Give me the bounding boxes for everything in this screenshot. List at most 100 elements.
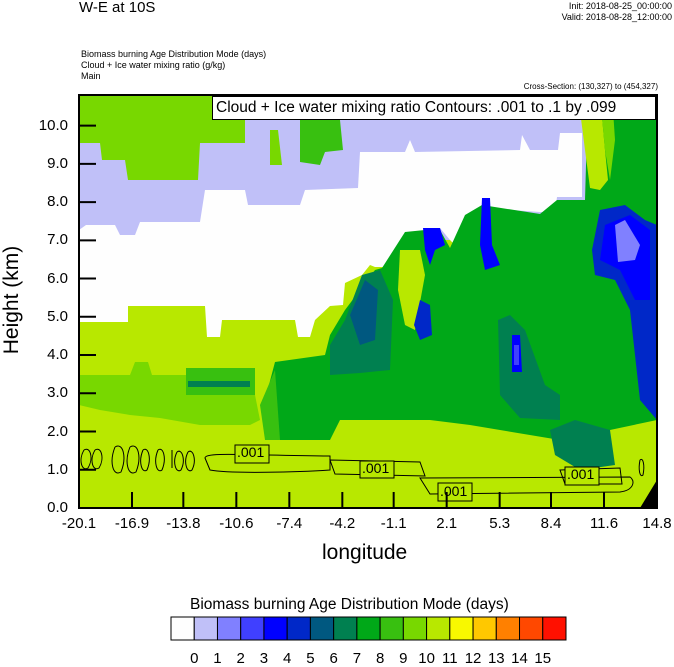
cross-section-label: Cross-Section: (130,327) to (454,327) — [523, 82, 658, 91]
y-tick-label: 8.0 — [47, 193, 68, 211]
field-lilac-right — [615, 220, 640, 262]
y-tick-label: 1.0 — [47, 460, 68, 478]
contour-line — [419, 476, 634, 495]
contour-label: .001 — [567, 466, 595, 482]
colorbar-label: 4 — [283, 650, 292, 667]
field-green-strip — [260, 370, 280, 440]
colorbar-label: 10 — [418, 650, 435, 667]
colorbar-label: 0 — [190, 650, 199, 667]
colorbar-box — [495, 616, 521, 641]
field-blue-streak2 — [480, 198, 500, 270]
x-axis-label: longitude — [322, 541, 408, 564]
field-blue-blob-core — [514, 345, 519, 365]
field-green-top-left — [79, 95, 245, 180]
x-tick-label: 5.3 — [489, 515, 511, 532]
colorbar-label: 11 — [442, 650, 458, 667]
subtitle-1: Biomass burning Age Distribution Mode (d… — [81, 49, 267, 59]
x-tick-label: 11.6 — [589, 515, 619, 532]
y-tick-label: 9.0 — [47, 154, 68, 172]
colorbar-label: 12 — [464, 650, 482, 667]
colorbar-box — [286, 616, 311, 641]
line-contours — [80, 444, 645, 502]
colorbar-box — [542, 616, 567, 641]
field-black-corner — [640, 480, 657, 508]
y-axis-label: Height (km) — [0, 245, 23, 355]
x-tick-label: 8.4 — [540, 515, 562, 532]
colorbar-box — [193, 616, 218, 641]
y-tick-label: 2.0 — [47, 422, 68, 440]
colorbar-label: 1 — [213, 650, 222, 667]
y-tick-label: 7.0 — [47, 231, 68, 249]
init-time: Init: 2018-08-25_00:00:00 — [568, 1, 672, 11]
y-tick-label: 0.0 — [47, 499, 68, 516]
colorbar-box — [263, 616, 288, 641]
x-tick-label: -13.8 — [166, 515, 201, 532]
y-tick-label: 10.0 — [38, 116, 68, 134]
colorbar-box — [426, 616, 451, 641]
contour-line — [559, 467, 623, 485]
x-tick-label: -16.9 — [114, 515, 150, 532]
field-blue-streak3 — [414, 300, 432, 340]
x-tick-label: -1.1 — [380, 515, 407, 532]
colorbar-box — [449, 616, 474, 641]
axis-ticks — [78, 124, 658, 509]
x-tick-label: -20.1 — [61, 515, 97, 532]
field-green-top-mid — [300, 120, 343, 165]
y-tick-label: 3.0 — [47, 384, 68, 402]
colorbar-box — [402, 616, 428, 641]
field-green-top-mid2 — [270, 130, 282, 165]
colorbar-box — [519, 616, 544, 641]
colorbar-box — [240, 616, 265, 641]
colorbar-title: Biomass burning Age Distribution Mode (d… — [190, 596, 509, 613]
valid-time: Valid: 2018-08-28_12:00:00 — [561, 12, 672, 22]
x-tick-label: 2.1 — [436, 515, 458, 532]
contour-label: .001 — [362, 460, 390, 476]
field-green-left-band — [79, 362, 260, 425]
contour-legend-box: Cloud + Ice water mixing ratio Contours:… — [212, 96, 656, 120]
field-teal-left2 — [350, 280, 378, 345]
colorbar-label: 13 — [487, 650, 505, 667]
colorbar-label: 7 — [352, 650, 362, 667]
colorbar-box — [170, 616, 195, 641]
x-tick-label: -10.6 — [219, 515, 254, 532]
field-blue-streak — [423, 228, 445, 265]
contour-line — [80, 445, 195, 474]
colorbar-box — [379, 616, 404, 641]
chart-title: W-E at 10S — [79, 0, 156, 16]
x-tick-label: 14.8 — [642, 515, 672, 532]
colorbar — [170, 616, 567, 641]
colorbar-label: 14 — [511, 650, 528, 667]
colorbar-box — [216, 616, 242, 641]
colorbar-label: 6 — [329, 650, 338, 667]
contour-label-box — [359, 460, 395, 479]
colorbar-box — [309, 616, 335, 641]
y-tick-label: 6.0 — [47, 269, 68, 287]
contour-legend-text: Cloud + Ice water mixing ratio Contours:… — [216, 99, 617, 116]
y-tick-label: 4.0 — [47, 346, 68, 364]
colorbar-box — [333, 616, 358, 641]
field-teal-bottom — [550, 420, 615, 470]
colorbar-label: 8 — [375, 650, 385, 667]
subtitle-3: Main — [81, 71, 101, 81]
contour-label: .001 — [440, 483, 468, 499]
colorbar-label: 5 — [306, 650, 315, 667]
contour-label-box — [564, 466, 600, 486]
colorbar-box — [356, 616, 381, 641]
colorbar-label: 2 — [236, 650, 245, 667]
x-tick-label: -7.4 — [276, 515, 303, 532]
field-teal-line — [188, 381, 250, 387]
filled-contours — [79, 95, 657, 508]
contour-label: .001 — [237, 444, 265, 460]
contour-label-box — [234, 444, 270, 464]
subtitle-2: Cloud + Ice water mixing ratio (g/kg) — [81, 60, 226, 70]
contour-line — [204, 453, 331, 473]
contour-line — [638, 458, 645, 477]
plot-frame — [78, 94, 658, 509]
colorbar-label: 15 — [534, 650, 552, 667]
colorbar-label: 9 — [399, 650, 408, 667]
y-tick-label: 5.0 — [47, 307, 68, 325]
x-tick-label: -4.2 — [329, 515, 356, 532]
field-white-band — [79, 133, 582, 337]
